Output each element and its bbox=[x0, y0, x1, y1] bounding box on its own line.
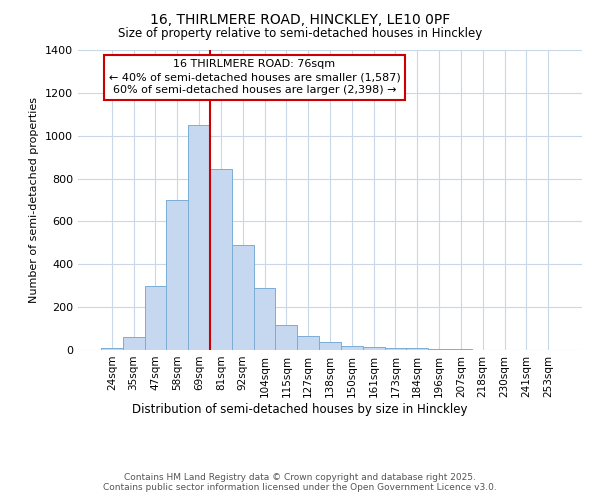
Bar bbox=[385, 348, 406, 350]
Bar bbox=[123, 336, 145, 350]
Bar bbox=[232, 245, 254, 350]
Bar bbox=[275, 324, 297, 350]
Bar bbox=[297, 336, 319, 350]
Bar bbox=[363, 347, 385, 350]
Bar bbox=[101, 348, 123, 350]
Bar bbox=[319, 342, 341, 350]
Text: Contains HM Land Registry data © Crown copyright and database right 2025.: Contains HM Land Registry data © Crown c… bbox=[124, 472, 476, 482]
Bar bbox=[341, 346, 363, 350]
Y-axis label: Number of semi-detached properties: Number of semi-detached properties bbox=[29, 97, 40, 303]
Bar bbox=[254, 288, 275, 350]
Text: 16 THIRLMERE ROAD: 76sqm
← 40% of semi-detached houses are smaller (1,587)
60% o: 16 THIRLMERE ROAD: 76sqm ← 40% of semi-d… bbox=[109, 59, 400, 96]
Bar bbox=[166, 200, 188, 350]
Bar bbox=[145, 286, 166, 350]
Bar bbox=[406, 348, 428, 350]
Bar bbox=[450, 349, 472, 350]
Bar bbox=[210, 169, 232, 350]
Bar bbox=[188, 125, 210, 350]
Bar bbox=[428, 349, 450, 350]
Text: Contains public sector information licensed under the Open Government Licence v3: Contains public sector information licen… bbox=[103, 484, 497, 492]
Text: Distribution of semi-detached houses by size in Hinckley: Distribution of semi-detached houses by … bbox=[132, 402, 468, 415]
Text: Size of property relative to semi-detached houses in Hinckley: Size of property relative to semi-detach… bbox=[118, 28, 482, 40]
Text: 16, THIRLMERE ROAD, HINCKLEY, LE10 0PF: 16, THIRLMERE ROAD, HINCKLEY, LE10 0PF bbox=[150, 12, 450, 26]
